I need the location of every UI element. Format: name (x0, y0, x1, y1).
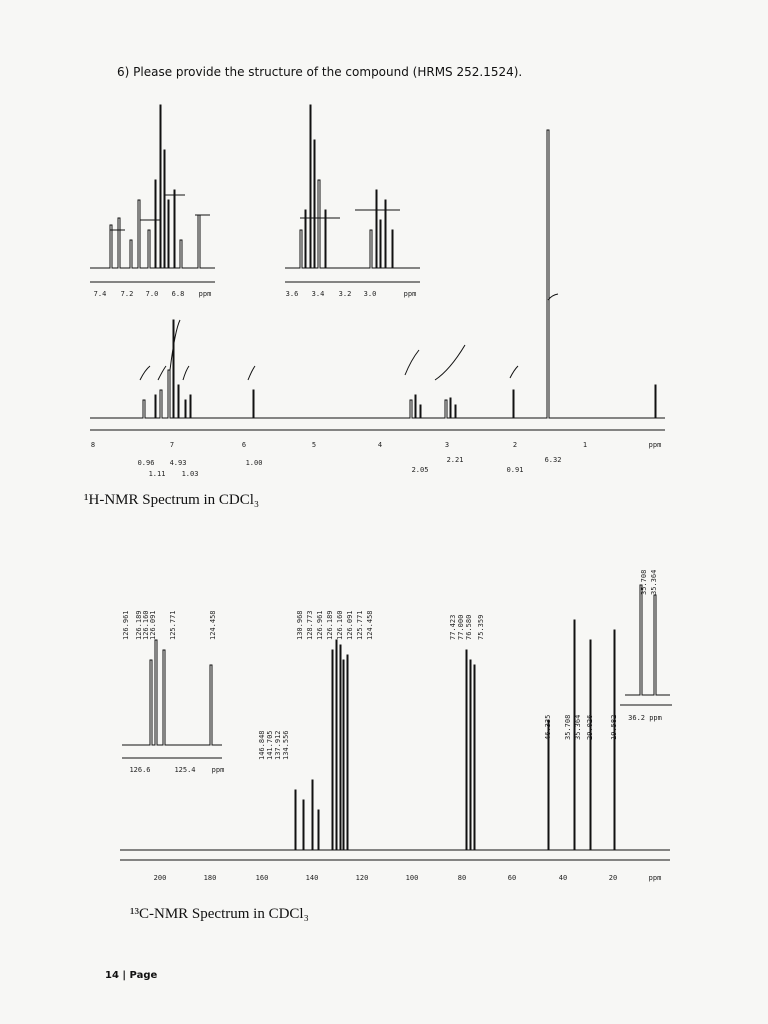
axis-label: 3.6 (286, 290, 299, 298)
integral: 1.00 (246, 459, 263, 467)
integral: 4.93 (170, 459, 187, 467)
caption: ¹H-NMR Spectrum in CDCl₃ (84, 492, 259, 508)
axis-label: 60 (508, 874, 516, 882)
axis-label: 7.4 (94, 290, 107, 298)
axis-label: ppm (649, 441, 662, 449)
axis-label: 126.6 (129, 766, 150, 774)
axis-label: 3.2 (339, 290, 352, 298)
peak-label: 77.000 (457, 615, 465, 640)
peak-label: 126.091 (149, 610, 157, 640)
axis-label: 20 (609, 874, 617, 882)
peak-label: 128.773 (306, 610, 314, 640)
axis-label: ppm (404, 290, 417, 298)
peak-label: 76.580 (465, 615, 473, 640)
axis-label: 40 (559, 874, 567, 882)
axis-label: 6 (242, 441, 246, 449)
peak-label: 141.705 (266, 730, 274, 760)
peak-label: 126.160 (336, 610, 344, 640)
integral: 1.03 (182, 470, 199, 478)
peak-label: 130.968 (296, 610, 304, 640)
peak-label: 126.961 (316, 610, 324, 640)
peak-label: 126.189 (326, 610, 334, 640)
integral: 2.21 (447, 456, 464, 464)
axis-label: 2 (513, 441, 517, 449)
integral: 0.91 (507, 466, 524, 474)
peak-label: 125.771 (169, 610, 177, 640)
integral: 6.32 (545, 456, 562, 464)
axis-label: 4 (378, 441, 382, 449)
peak-label: 35.364 (574, 715, 582, 740)
axis-label: ppm (212, 766, 225, 774)
axis-label: 8 (91, 441, 95, 449)
h-nmr-spectrum (90, 104, 665, 431)
axis-label: 125.4 (174, 766, 195, 774)
axis-label: 180 (204, 874, 217, 882)
axis-label: 7.2 (121, 290, 134, 298)
axis-label: 6.8 (172, 290, 185, 298)
peak-label: 146.848 (258, 730, 266, 760)
axis-label: 1 (583, 441, 587, 449)
c-nmr-spectrum (120, 584, 672, 861)
peak-label: 126.189 (135, 610, 143, 640)
axis-label: ppm (649, 874, 662, 882)
peak-label: 124.458 (209, 610, 217, 640)
axis-label: 3.4 (312, 290, 325, 298)
axis-label: 7 (170, 441, 174, 449)
peak-label: 19.582 (610, 715, 618, 740)
axis-label: 36.2 ppm (628, 714, 662, 722)
axis-label: 200 (154, 874, 167, 882)
peak-label: 125.771 (356, 610, 364, 640)
axis-label: 80 (458, 874, 466, 882)
peak-label: 35.708 (640, 570, 648, 595)
peak-label: 126.091 (346, 610, 354, 640)
peak-label: 126.961 (122, 610, 130, 640)
integral: 2.05 (412, 466, 429, 474)
footer: 14 | Page (105, 970, 157, 981)
peak-label: 46.335 (544, 715, 552, 740)
axis-label: 140 (306, 874, 319, 882)
axis-label: ppm (199, 290, 212, 298)
peak-label: 75.359 (477, 615, 485, 640)
axis-label: 120 (356, 874, 369, 882)
peak-label: 124.458 (366, 610, 374, 640)
peak-label: 137.912 (274, 730, 282, 760)
integral: 0.96 (138, 459, 155, 467)
axis-label: 5 (312, 441, 316, 449)
axis-label: 160 (256, 874, 269, 882)
peak-label: 126.160 (142, 610, 150, 640)
peak-label: 77.423 (449, 615, 457, 640)
peak-label: 134.556 (282, 730, 290, 760)
question: 6) Please provide the structure of the c… (117, 65, 522, 79)
caption: ¹³C-NMR Spectrum in CDCl₃ (130, 906, 309, 922)
integral: 1.11 (149, 470, 166, 478)
axis-label: 100 (406, 874, 419, 882)
peak-label: 29.026 (586, 715, 594, 740)
axis-label: 3 (445, 441, 449, 449)
peak-label: 35.708 (564, 715, 572, 740)
axis-label: 3.0 (364, 290, 377, 298)
axis-label: 7.0 (146, 290, 159, 298)
peak-label: 35.364 (650, 570, 658, 595)
